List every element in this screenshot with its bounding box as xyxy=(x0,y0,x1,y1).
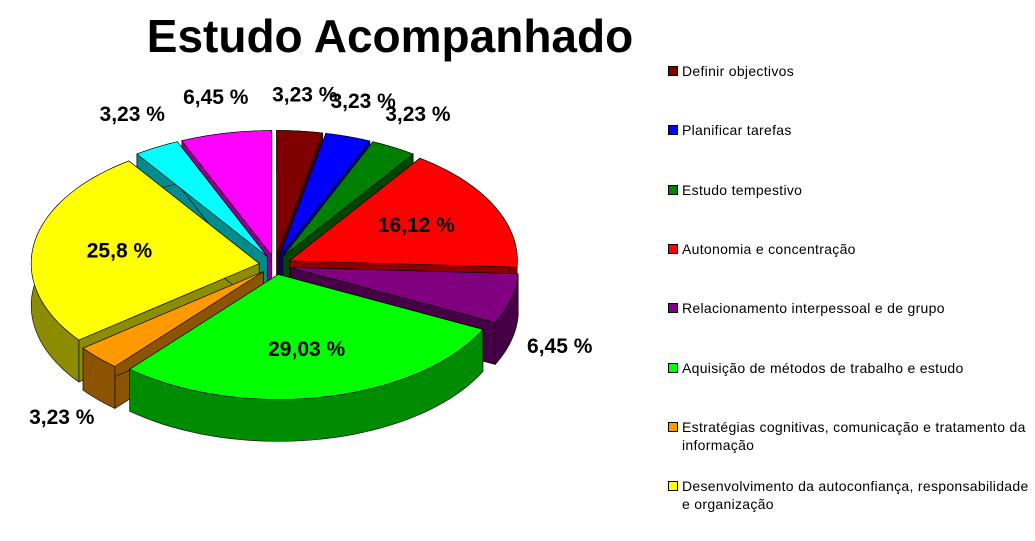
legend-item: Aquisição de métodos de trabalho e estud… xyxy=(668,359,1030,377)
value-label: 6,45 % xyxy=(183,86,249,109)
legend-swatch xyxy=(668,362,678,373)
legend-swatch xyxy=(668,421,678,432)
legend-swatch xyxy=(668,66,678,76)
legend-swatch xyxy=(668,184,678,195)
value-label: 6,45 % xyxy=(527,335,593,358)
legend-label: Desenvolvimento da autoconfiança, respon… xyxy=(682,478,1029,513)
slice xyxy=(181,130,273,257)
value-label: 3,23 % xyxy=(29,406,95,429)
slice xyxy=(30,160,260,341)
legend-swatch xyxy=(668,481,678,492)
slice xyxy=(136,141,268,257)
legend-item: Desenvolvimento da autoconfiança, respon… xyxy=(668,477,1030,513)
slice xyxy=(129,274,484,400)
legend-item: Estudo tempestivo xyxy=(668,181,1030,199)
value-labels: 3,23 %3,23 %3,23 %16,12 %6,45 %29,03 %3,… xyxy=(29,83,593,429)
legend-swatch xyxy=(668,125,678,136)
slice xyxy=(82,271,264,367)
slice xyxy=(288,157,518,268)
value-label: 16,12 % xyxy=(378,214,455,237)
legend-item: Autonomia e concentração xyxy=(668,240,1030,258)
legend-label: Definir objectivos xyxy=(682,63,794,79)
value-label: 3,23 % xyxy=(100,103,166,126)
slice xyxy=(276,130,323,256)
value-label: 25,8 % xyxy=(87,239,153,262)
legend-label: Estratégias cognitivas, comunicação e tr… xyxy=(682,418,1026,453)
legend-label: Autonomia e concentração xyxy=(682,240,856,257)
legend-label: Planificar tarefas xyxy=(682,122,792,139)
chart-title: Estudo Acompanhado xyxy=(147,10,633,62)
slice xyxy=(279,133,371,257)
legend-swatch xyxy=(668,303,678,314)
legend-item: Relacionamento interpessoal e de grupo xyxy=(668,299,1030,317)
value-label: 3,23 % xyxy=(330,90,396,113)
slice xyxy=(282,141,414,257)
legend-label: Aquisição de métodos de trabalho e estud… xyxy=(682,359,964,376)
slice xyxy=(290,267,519,323)
value-label: 3,23 % xyxy=(385,103,451,126)
legend-item: Planificar tarefas xyxy=(668,121,1030,139)
legend-label: Relacionamento interpessoal e de grupo xyxy=(682,300,945,317)
legend-item: Estratégias cognitivas, comunicação e tr… xyxy=(668,418,1030,454)
slice-tops xyxy=(30,130,519,400)
legend-swatch xyxy=(668,243,678,254)
legend-item: Definir objectivos xyxy=(668,62,1030,80)
value-label: 29,03 % xyxy=(268,338,345,361)
value-label: 3,23 % xyxy=(272,83,338,106)
legend-label: Estudo tempestivo xyxy=(682,181,803,198)
